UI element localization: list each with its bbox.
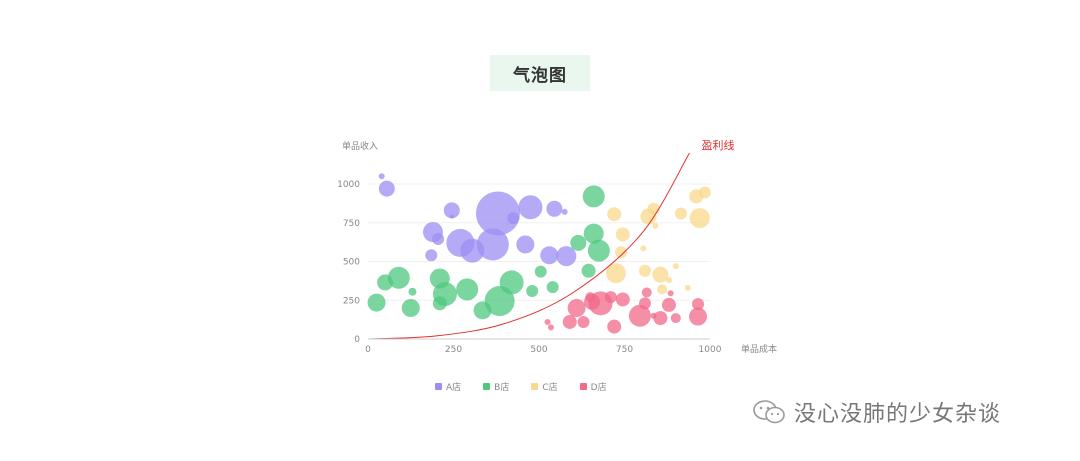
bubble-d-8[interactable] <box>604 291 617 304</box>
bubble-d-11[interactable] <box>628 304 651 327</box>
legend-label-b: B店 <box>494 383 510 393</box>
bubble-c-7[interactable] <box>647 202 660 215</box>
y-tick-label-0: 0 <box>354 335 360 345</box>
bubble-c-5[interactable] <box>639 264 652 277</box>
bubble-b-15[interactable] <box>570 234 587 251</box>
bubble-b-3[interactable] <box>408 287 417 296</box>
watermark-text: 没心没肺的少女杂谈 <box>794 402 1002 427</box>
bubble-b-16[interactable] <box>582 185 605 208</box>
bubble-b-2[interactable] <box>387 266 410 289</box>
bubble-b-11[interactable] <box>499 270 524 295</box>
bubble-c-3[interactable] <box>605 263 626 284</box>
bubble-d-1[interactable] <box>547 324 554 331</box>
legend-swatch-c <box>531 383 539 390</box>
bubble-d-17[interactable] <box>667 290 674 297</box>
legend-swatch-b <box>483 383 491 390</box>
wechat-icon <box>753 400 785 424</box>
legend-item-a[interactable]: A店 <box>435 380 461 393</box>
bubble-b-17[interactable] <box>583 223 604 244</box>
legend-item-b[interactable]: B店 <box>483 380 509 393</box>
bubble-a-9[interactable] <box>475 191 520 236</box>
bubble-a-13[interactable] <box>516 235 535 254</box>
bubble-a-7[interactable] <box>425 249 438 262</box>
bubble-a-2[interactable] <box>443 202 460 219</box>
legend-label-d: D店 <box>590 383 607 393</box>
legend-item-c[interactable]: C店 <box>531 380 558 393</box>
bubble-d-0[interactable] <box>544 318 551 325</box>
bubble-d-3[interactable] <box>567 299 586 317</box>
bubbles-layer <box>367 173 711 334</box>
bubble-d-16[interactable] <box>661 297 676 312</box>
bubble-c-4[interactable] <box>640 245 647 252</box>
bubble-d-2[interactable] <box>562 314 577 329</box>
bubble-a-3[interactable] <box>449 214 454 219</box>
legend-swatch-d <box>579 383 587 390</box>
x-tick-label-2: 500 <box>530 345 547 355</box>
x-tick-label-0: 0 <box>365 345 371 355</box>
x-tick-label-3: 750 <box>616 345 633 355</box>
bubble-d-18[interactable] <box>670 313 681 324</box>
y-axis-title: 单品收入 <box>342 140 378 152</box>
bubble-c-0[interactable] <box>607 207 622 222</box>
bubble-a-5[interactable] <box>432 233 445 246</box>
x-tick-label-4: 1000 <box>699 345 722 355</box>
bubble-d-15[interactable] <box>653 311 668 326</box>
bubble-b-8[interactable] <box>456 278 479 301</box>
bubble-b-14[interactable] <box>546 281 559 294</box>
y-tick-label-1: 250 <box>343 296 360 306</box>
y-tick-label-2: 500 <box>343 258 360 268</box>
bubble-d-20[interactable] <box>689 307 708 326</box>
x-axis-title: 单品成本 <box>741 343 777 355</box>
bubble-a-12[interactable] <box>518 195 543 220</box>
bubble-d-9[interactable] <box>607 319 622 334</box>
profit-curve <box>367 152 690 340</box>
bubble-b-12[interactable] <box>526 284 539 297</box>
bubble-a-14[interactable] <box>546 200 563 217</box>
bubble-a-15[interactable] <box>561 208 568 215</box>
profit-curve-label: 盈利线 <box>701 138 734 152</box>
legend-item-d[interactable]: D店 <box>579 380 607 393</box>
bubble-c-17[interactable] <box>698 186 711 199</box>
bubble-c-16[interactable] <box>689 208 710 229</box>
legend-label-a: A店 <box>446 383 462 393</box>
legend: A店 B店 C店 D店 <box>435 380 607 393</box>
axis-ticks: 0 250 500 750 1000 0 250 500 750 1000 <box>337 180 722 355</box>
grid-lines <box>368 183 710 301</box>
bubble-a-1[interactable] <box>378 180 395 197</box>
bubble-c-11[interactable] <box>665 277 672 284</box>
bubble-b-4[interactable] <box>401 299 420 317</box>
bubble-b-19[interactable] <box>581 263 596 278</box>
bubble-c-14[interactable] <box>684 284 691 291</box>
legend-label-c: C店 <box>542 383 558 393</box>
bubble-c-2[interactable] <box>615 246 628 259</box>
bubble-a-10[interactable] <box>476 228 509 261</box>
bubble-a-0[interactable] <box>378 173 385 180</box>
chart-title: 气泡图 <box>513 65 567 86</box>
legend-swatch-a <box>435 383 442 390</box>
bubble-a-17[interactable] <box>556 246 577 267</box>
bubble-c-1[interactable] <box>615 227 630 242</box>
bubble-a-11[interactable] <box>507 212 520 225</box>
bubble-d-10[interactable] <box>615 292 630 307</box>
bubble-b-18[interactable] <box>587 239 610 262</box>
bubble-a-16[interactable] <box>540 246 559 265</box>
bubble-c-12[interactable] <box>672 263 679 270</box>
bubble-d-19[interactable] <box>692 298 705 311</box>
y-tick-label-3: 750 <box>343 219 360 229</box>
bubble-b-0[interactable] <box>367 293 386 312</box>
bubble-d-12[interactable] <box>639 297 652 310</box>
bubble-b-7[interactable] <box>432 282 457 307</box>
bubble-b-13[interactable] <box>534 265 547 278</box>
bubble-c-9[interactable] <box>652 266 669 283</box>
bubble-d-13[interactable] <box>641 287 652 298</box>
bubble-c-8[interactable] <box>652 222 659 229</box>
bubble-d-4[interactable] <box>577 315 590 328</box>
y-tick-label-4: 1000 <box>337 180 360 190</box>
bubble-c-10[interactable] <box>657 284 668 295</box>
bubble-c-13[interactable] <box>674 207 687 220</box>
chart-title-box: 气泡图 <box>490 55 590 91</box>
watermark: 没心没肺的少女杂谈 <box>752 396 1001 428</box>
x-tick-label-1: 250 <box>445 345 462 355</box>
